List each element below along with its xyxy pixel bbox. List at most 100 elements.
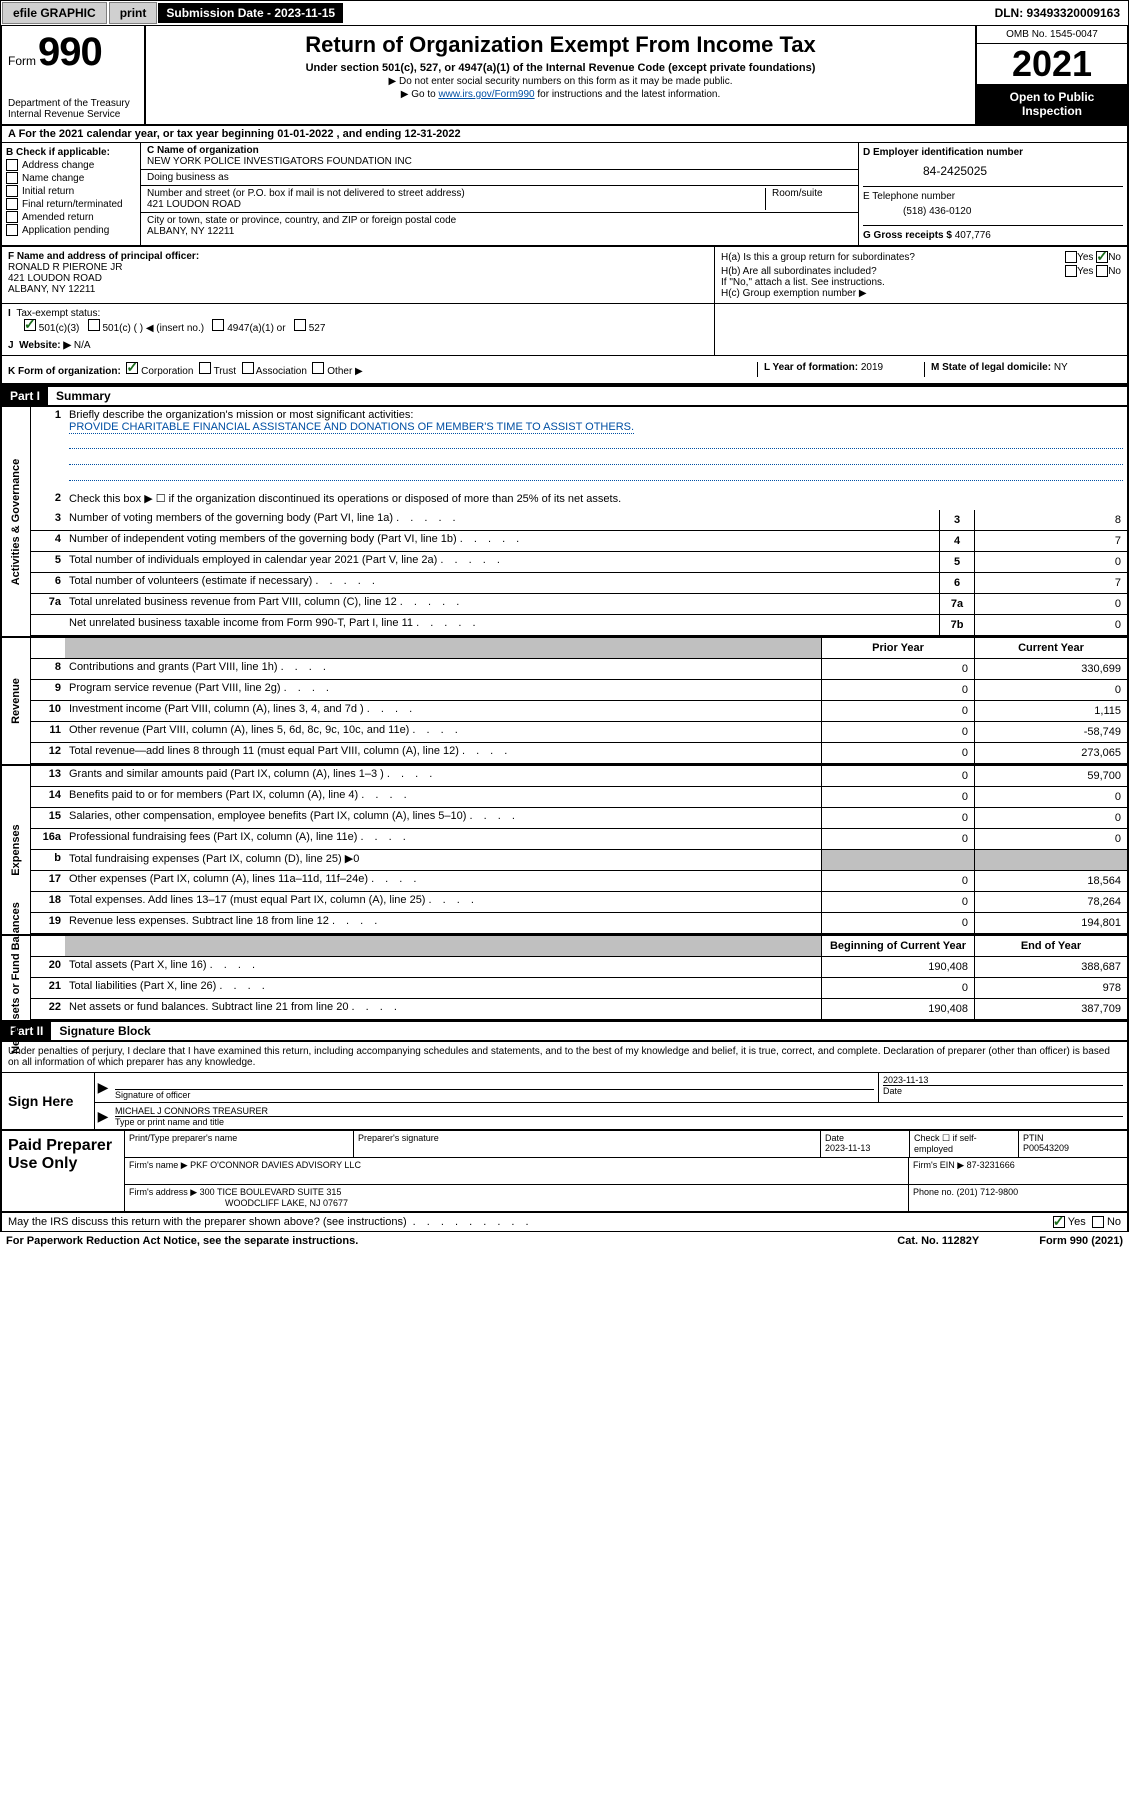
header-info-grid: B Check if applicable: Address change Na…	[0, 143, 1129, 247]
table-row: 7a Total unrelated business revenue from…	[31, 594, 1127, 615]
dept-treasury: Department of the Treasury Internal Reve…	[8, 98, 138, 120]
section-a-period: A For the 2021 calendar year, or tax yea…	[0, 126, 1129, 143]
prep-sig-header: Preparer's signature	[354, 1131, 821, 1157]
form-footer: Form 990 (2021)	[1039, 1235, 1123, 1247]
firm-label: Firm's name ▶	[129, 1160, 188, 1170]
chk-501c[interactable]	[88, 319, 100, 331]
firm-ein: 87-3231666	[967, 1160, 1015, 1170]
box-b: B Check if applicable: Address change Na…	[2, 143, 141, 245]
section-netassets: Net Assets or Fund Balances Beginning of…	[0, 934, 1129, 1022]
q2-desc: Check this box ▶ ☐ if the organization d…	[65, 490, 1127, 510]
chk-527[interactable]	[294, 319, 306, 331]
table-row: 17 Other expenses (Part IX, column (A), …	[31, 871, 1127, 892]
chk-discuss-yes[interactable]	[1053, 1216, 1065, 1228]
prep-ptin-header: PTIN	[1023, 1133, 1123, 1143]
form-number: Form 990	[8, 30, 138, 75]
table-row: Net unrelated business taxable income fr…	[31, 615, 1127, 636]
year-formation: 2019	[861, 362, 883, 373]
section-expenses: Expenses 13 Grants and similar amounts p…	[0, 764, 1129, 934]
prep-check-label: Check ☐ if self-employed	[910, 1131, 1019, 1157]
col-boy: Beginning of Current Year	[821, 936, 974, 956]
table-row: 16a Professional fundraising fees (Part …	[31, 829, 1127, 850]
arrow-icon: ▶	[95, 1073, 111, 1102]
prep-name-header: Print/Type preparer's name	[125, 1131, 354, 1157]
table-row: 14 Benefits paid to or for members (Part…	[31, 787, 1127, 808]
label-street: Number and street (or P.O. box if mail i…	[147, 188, 759, 199]
table-row: 5 Total number of individuals employed i…	[31, 552, 1127, 573]
chk-ha-yes[interactable]	[1065, 251, 1077, 263]
mission-text[interactable]: PROVIDE CHARITABLE FINANCIAL ASSISTANCE …	[69, 421, 634, 434]
chk-other[interactable]	[312, 362, 324, 374]
table-row: 6 Total number of volunteers (estimate i…	[31, 573, 1127, 594]
officer-city: ALBANY, NY 12211	[8, 284, 95, 295]
sign-here-label: Sign Here	[2, 1073, 94, 1129]
chk-assoc[interactable]	[242, 362, 254, 374]
sig-name-label: Type or print name and title	[115, 1116, 1123, 1127]
col-eoy: End of Year	[974, 936, 1127, 956]
chk-ha-no[interactable]	[1096, 251, 1108, 263]
discuss-question: May the IRS discuss this return with the…	[8, 1216, 407, 1228]
org-name: NEW YORK POLICE INVESTIGATORS FOUNDATION…	[147, 156, 852, 167]
perjury-declaration: Under penalties of perjury, I declare th…	[0, 1040, 1129, 1072]
gross-receipts: 407,776	[955, 230, 991, 241]
prep-date-header: Date	[825, 1133, 905, 1143]
label-domicile: M State of legal domicile:	[931, 362, 1051, 373]
hb-note: If "No," attach a list. See instructions…	[721, 277, 1121, 288]
chk-app-pending[interactable]	[6, 224, 18, 236]
domicile: NY	[1054, 362, 1068, 373]
officer-printed-name: MICHAEL J CONNORS TREASURER	[115, 1106, 1123, 1116]
chk-address-change[interactable]	[6, 159, 18, 171]
print-button[interactable]: print	[109, 2, 158, 24]
col-prior: Prior Year	[821, 638, 974, 658]
table-row: b Total fundraising expenses (Part IX, c…	[31, 850, 1127, 871]
sign-here-block: Sign Here ▶ Signature of officer 2023-11…	[0, 1072, 1129, 1131]
form-subtitle: Under section 501(c), 527, or 4947(a)(1)…	[156, 62, 965, 74]
side-exp: Expenses	[10, 824, 22, 875]
table-row: 3 Number of voting members of the govern…	[31, 510, 1127, 531]
label-hc: H(c) Group exemption number ▶	[721, 288, 1121, 299]
omb-number: OMB No. 1545-0047	[977, 26, 1127, 44]
label-room: Room/suite	[766, 188, 852, 210]
chk-corp[interactable]	[126, 362, 138, 374]
table-row: 11 Other revenue (Part VIII, column (A),…	[31, 722, 1127, 743]
table-row: 18 Total expenses. Add lines 13–17 (must…	[31, 892, 1127, 913]
label-year-formation: L Year of formation:	[764, 362, 858, 373]
preparer-block: Paid Preparer Use Only Print/Type prepar…	[0, 1131, 1129, 1213]
table-row: 12 Total revenue—add lines 8 through 11 …	[31, 743, 1127, 764]
chk-discuss-no[interactable]	[1092, 1216, 1104, 1228]
cat-number: Cat. No. 11282Y	[897, 1235, 979, 1247]
label-dba: Doing business as	[147, 172, 852, 183]
instruction-2: ▶ Go to www.irs.gov/Form990 for instruct…	[156, 89, 965, 100]
label-ha: H(a) Is this a group return for subordin…	[721, 252, 1065, 263]
table-row: 8 Contributions and grants (Part VIII, l…	[31, 659, 1127, 680]
irs-link[interactable]: www.irs.gov/Form990	[438, 89, 534, 100]
sig-officer-label: Signature of officer	[115, 1089, 874, 1100]
open-public-badge: Open to Public Inspection	[977, 84, 1127, 124]
label-officer: F Name and address of principal officer:	[8, 251, 199, 262]
chk-trust[interactable]	[199, 362, 211, 374]
firm-phone: (201) 712-9800	[957, 1187, 1019, 1197]
table-row: 13 Grants and similar amounts paid (Part…	[31, 766, 1127, 787]
sig-date-label: Date	[883, 1085, 1123, 1096]
chk-final-return[interactable]	[6, 198, 18, 210]
chk-initial-return[interactable]	[6, 185, 18, 197]
tax-year: 2021	[977, 44, 1127, 84]
chk-501c3[interactable]	[24, 319, 36, 331]
part1-header: Part I	[2, 387, 48, 405]
col-current: Current Year	[974, 638, 1127, 658]
chk-hb-no[interactable]	[1096, 265, 1108, 277]
chk-amended[interactable]	[6, 211, 18, 223]
officer-street: 421 LOUDON ROAD	[8, 273, 102, 284]
sig-date: 2023-11-13	[883, 1075, 1123, 1085]
label-hb: H(b) Are all subordinates included?	[721, 266, 1065, 277]
chk-name-change[interactable]	[6, 172, 18, 184]
efile-button[interactable]: efile GRAPHIC	[2, 2, 107, 24]
firm-phone-label: Phone no.	[913, 1187, 954, 1197]
chk-hb-yes[interactable]	[1065, 265, 1077, 277]
chk-4947[interactable]	[212, 319, 224, 331]
firm-ein-label: Firm's EIN ▶	[913, 1160, 964, 1170]
side-net: Net Assets or Fund Balances	[10, 902, 22, 1054]
table-row: 10 Investment income (Part VIII, column …	[31, 701, 1127, 722]
officer-name: RONALD R PIERONE JR	[8, 262, 122, 273]
arrow-icon: ▶	[95, 1103, 111, 1129]
